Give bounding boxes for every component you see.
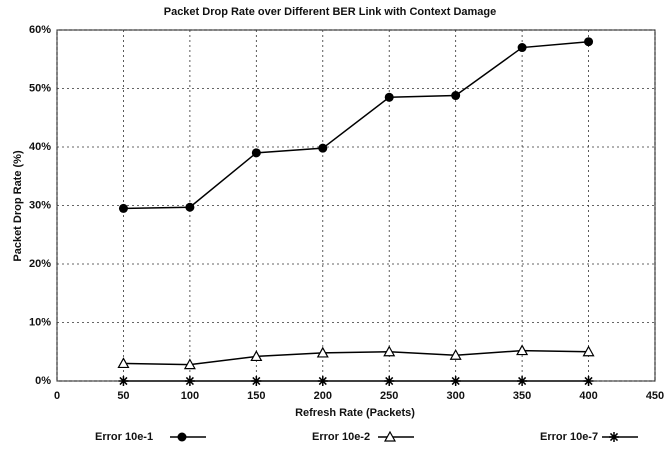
y-tick-label: 10% [29,316,51,328]
data-point [250,350,263,362]
data-point [582,345,595,357]
data-point [584,37,594,47]
plot-area [56,29,656,382]
legend-label: Error 10e-7 [540,431,598,443]
data-point [118,203,128,213]
x-tick-label: 50 [117,390,129,402]
data-point [117,357,130,369]
data-point [316,346,329,358]
data-point [449,349,462,360]
data-point [183,358,196,370]
data-point [517,43,527,53]
chart-title: Packet Drop Rate over Different BER Link… [164,6,497,18]
data-point [516,344,529,356]
data-point [184,376,195,386]
data-point [451,91,461,101]
data-point [583,376,594,386]
x-tick-label: 0 [54,390,60,402]
x-axis-label: Refresh Rate (Packets) [295,407,415,419]
legend-label: Error 10e-1 [95,431,153,443]
y-axis-label: Packet Drop Rate (%) [12,150,24,262]
y-tick-label: 60% [29,24,51,36]
data-point [318,143,328,153]
data-point [384,92,394,102]
x-tick-label: 300 [446,390,464,402]
legend-marker [609,432,619,442]
x-tick-label: 450 [646,390,664,402]
data-point [517,376,528,386]
x-tick-label: 400 [579,390,597,402]
legend-marker [383,430,397,442]
data-point [383,345,396,357]
data-point [384,376,395,386]
series-line [123,40,589,210]
data-point [450,376,461,386]
legend-label: Error 10e-2 [312,431,370,443]
data-point [118,376,129,386]
y-tick-label: 40% [29,141,51,153]
x-tick-label: 250 [380,390,398,402]
data-point [251,376,262,386]
x-tick-label: 200 [314,390,332,402]
data-point [317,376,328,386]
series-line [123,349,589,366]
y-tick-label: 20% [29,258,51,270]
x-tick-label: 100 [181,390,199,402]
legend-marker [177,432,187,442]
data-point [185,202,195,212]
y-tick-label: 50% [29,82,51,94]
y-tick-label: 30% [29,199,51,211]
x-tick-label: 150 [247,390,265,402]
data-point [251,148,261,158]
y-tick-label: 0% [35,375,51,387]
x-tick-label: 350 [513,390,531,402]
